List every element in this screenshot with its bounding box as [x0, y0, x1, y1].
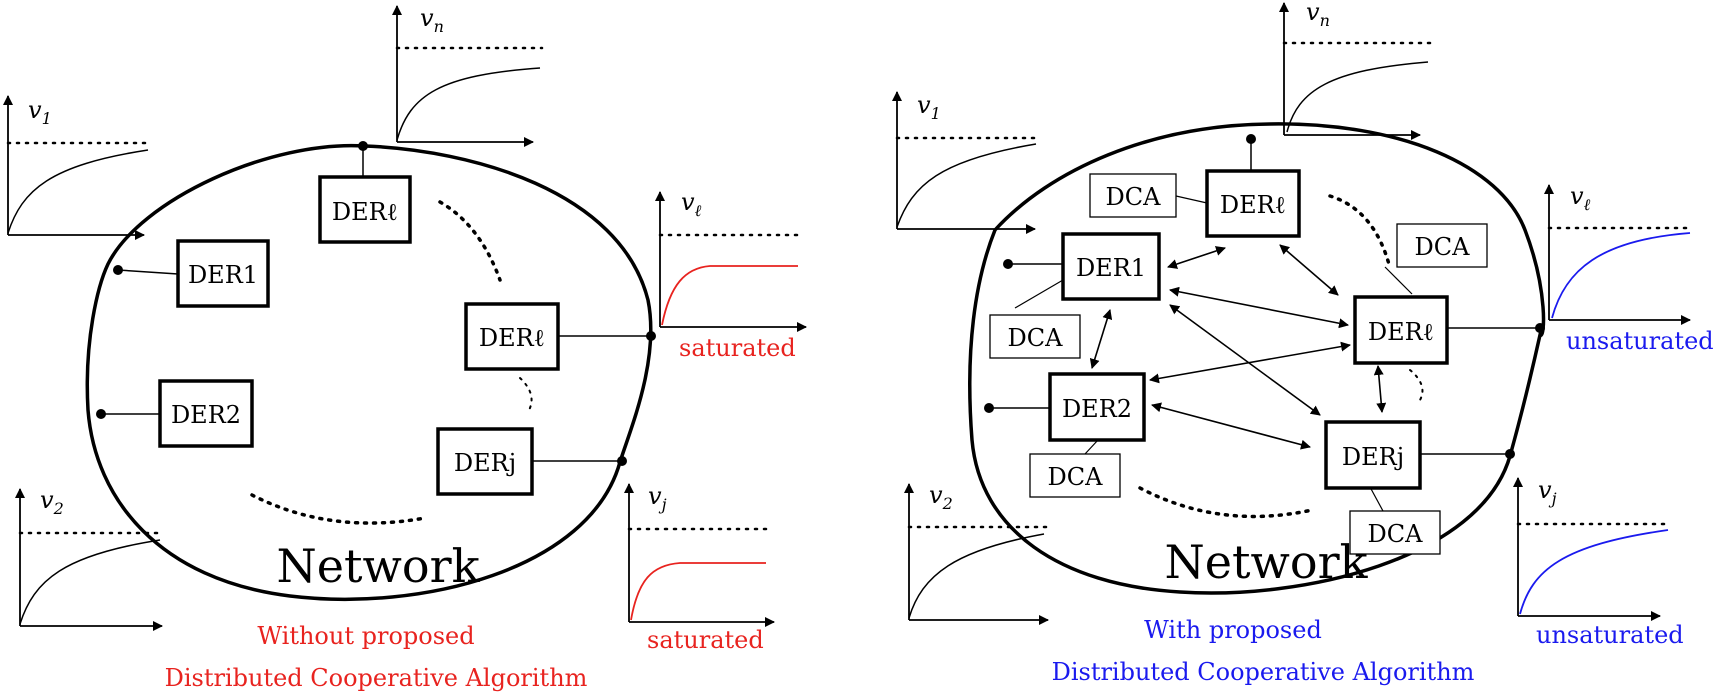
right-panel: DERℓ DER1 DER2 DERℓ DERj DCA DCA DCA DCA… — [892, 0, 1714, 686]
left-vl-sub: ℓ — [695, 201, 702, 220]
left-caption-line2: Distributed Cooperative Algorithm — [165, 664, 588, 692]
left-vj-status: saturated — [647, 626, 764, 654]
right-caption-line1: With proposed — [1144, 616, 1322, 644]
svg-text:vj: vj — [1538, 476, 1557, 508]
left-plot-v1: v1 — [2, 95, 150, 240]
left-vl-saturated-curve — [661, 265, 798, 326]
left-der-l-top-box — [318, 175, 412, 244]
right-dca-box-derj — [1349, 510, 1441, 555]
right-dca-label-der2: DCA — [1048, 463, 1104, 491]
left-der-j-box — [436, 427, 534, 496]
left-v2-v: v — [40, 486, 54, 514]
left-der-l-mid-label: DERℓ — [479, 324, 545, 352]
left-ellipsis-arc-top — [438, 200, 502, 282]
right-vl-unsaturated-curve — [1551, 232, 1691, 319]
right-vn-v: v — [1306, 0, 1320, 26]
right-dca-label-der1: DCA — [1008, 324, 1064, 352]
left-der2-label: DER2 — [171, 401, 241, 429]
left-der1-label: DER1 — [188, 261, 258, 289]
left-der2-box — [158, 379, 254, 448]
right-der2-label: DER2 — [1062, 395, 1132, 423]
right-dca-box-derl — [1396, 223, 1488, 268]
svg-text:v1: v1 — [917, 91, 941, 123]
left-der-j-label: DERj — [454, 449, 516, 477]
right-ellipsis-arc-bottom — [1138, 486, 1314, 519]
left-vj-sub: j — [659, 495, 667, 514]
left-ellipsis-arc-bottom — [250, 493, 427, 525]
right-caption-line2: Distributed Cooperative Algorithm — [1052, 658, 1475, 686]
left-plot-vl: vℓ saturated — [655, 188, 807, 362]
left-v2-sub: 2 — [53, 499, 64, 518]
right-ellipsis-arc-mid — [1409, 369, 1424, 401]
right-dca-box-top — [1089, 173, 1177, 218]
right-v2-v: v — [929, 481, 943, 509]
right-der-l-top-label: DERℓ — [1220, 191, 1286, 219]
right-plot-v1: v1 — [892, 91, 1038, 234]
left-network-label: Network — [277, 539, 481, 593]
left-plot-vj: vj saturated — [624, 482, 775, 654]
svg-text:vj: vj — [648, 482, 667, 514]
right-plot-vj: vj unsaturated — [1513, 476, 1684, 649]
svg-text:vn: vn — [420, 4, 444, 36]
left-der1-box — [176, 239, 270, 308]
right-vj-unsaturated-curve — [1519, 529, 1669, 615]
left-der-l-mid-box — [464, 302, 560, 371]
right-dca-box-der2 — [1029, 453, 1121, 498]
left-vn-v: v — [420, 4, 434, 32]
right-vj-status: unsaturated — [1536, 621, 1684, 649]
right-dca-box-der1 — [989, 314, 1081, 359]
right-network-boundary — [968, 122, 1546, 595]
svg-text:v2: v2 — [929, 481, 953, 513]
right-der-j-box — [1324, 420, 1422, 490]
left-vj-v: v — [648, 482, 662, 510]
right-vl-sub: ℓ — [1584, 195, 1591, 214]
right-v1-v: v — [917, 91, 931, 119]
right-vl-v: v — [1570, 182, 1584, 210]
svg-text:vn: vn — [1306, 0, 1330, 30]
right-der1-label: DER1 — [1076, 254, 1146, 282]
svg-text:vℓ: vℓ — [1570, 182, 1591, 214]
right-v2-sub: 2 — [942, 494, 953, 513]
right-der-l-top-box — [1205, 169, 1301, 238]
right-plot-vl: vℓ unsaturated — [1544, 182, 1714, 355]
right-dca-label-top: DCA — [1106, 183, 1162, 211]
left-vl-status: saturated — [679, 334, 796, 362]
left-panel: DERℓ DER1 DER2 DERℓ DERj Network vn — [2, 4, 807, 692]
left-der-l-top-label: DERℓ — [332, 198, 398, 226]
right-vj-sub: j — [1549, 489, 1557, 508]
right-vn-sub: n — [1320, 11, 1330, 30]
svg-text:v2: v2 — [40, 486, 64, 518]
right-ellipsis-arc-top — [1328, 194, 1392, 270]
left-plot-vn: vn — [392, 4, 544, 147]
right-der-j-label: DERj — [1342, 443, 1404, 471]
left-caption-line1: Without proposed — [257, 622, 474, 650]
right-der2-box — [1048, 372, 1146, 442]
left-ellipsis-arc-mid — [519, 377, 533, 413]
right-vj-v: v — [1538, 476, 1552, 504]
right-dca-label-derj: DCA — [1368, 520, 1424, 548]
svg-text:vℓ: vℓ — [681, 188, 702, 220]
left-vl-v: v — [681, 188, 695, 216]
left-v1-sub: 1 — [42, 109, 52, 128]
left-plot-v2: v2 — [15, 486, 164, 631]
svg-text:v1: v1 — [28, 96, 52, 128]
right-der-l-mid-box — [1353, 295, 1449, 365]
right-der-l-mid-label: DERℓ — [1368, 318, 1434, 346]
right-network-label: Network — [1165, 535, 1369, 589]
right-v1-sub: 1 — [931, 104, 941, 123]
left-vj-saturated-curve — [630, 562, 766, 621]
right-plot-v2: v2 — [904, 481, 1049, 625]
right-dca-label-derl: DCA — [1415, 233, 1471, 261]
right-plot-vn: vn — [1279, 0, 1432, 140]
right-vl-status: unsaturated — [1566, 327, 1714, 355]
left-vn-sub: n — [434, 17, 444, 36]
right-der1-box — [1061, 232, 1161, 301]
right-communication-arrows — [1089, 244, 1387, 450]
left-v1-v: v — [28, 96, 42, 124]
